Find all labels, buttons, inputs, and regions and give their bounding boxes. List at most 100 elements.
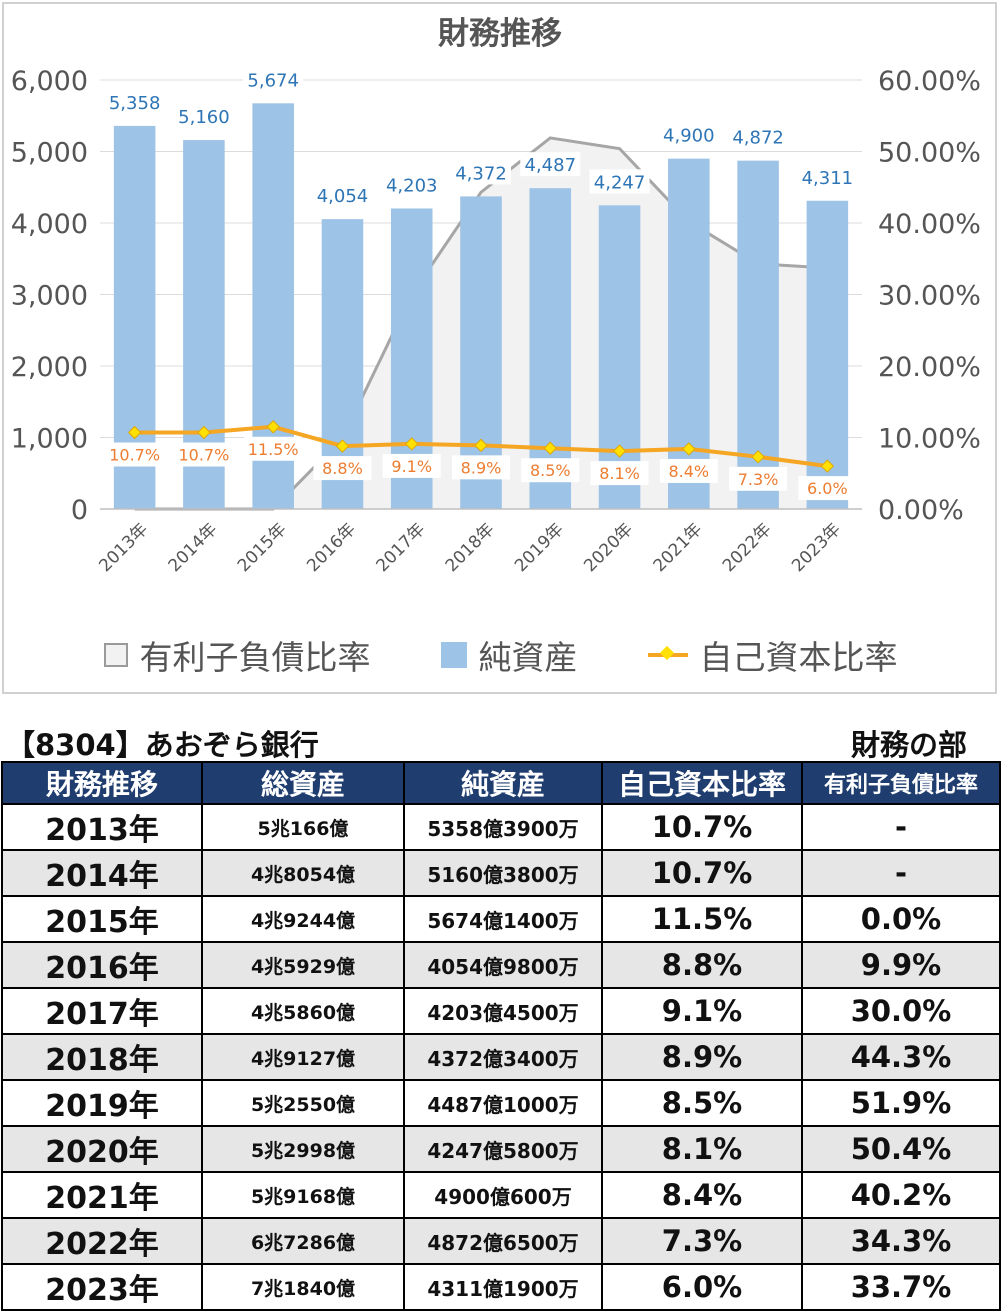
right-tick-label: 40.00% bbox=[878, 209, 981, 240]
line-data-label: 11.5% bbox=[248, 440, 299, 459]
left-tick-label: 4,000 bbox=[11, 209, 88, 240]
cell-year: 2020年 bbox=[1, 1125, 203, 1173]
cell-equity-ratio: 8.8% bbox=[601, 941, 803, 989]
left-tick-label: 2,000 bbox=[11, 352, 88, 383]
cell-equity-ratio: 6.0% bbox=[601, 1263, 803, 1311]
category-label: 2013年 bbox=[95, 519, 152, 576]
table-row: 2021年 5兆9168億 4900億600万 8.4% 40.2% bbox=[1, 1171, 1001, 1219]
line-point bbox=[543, 441, 557, 455]
bar-label-bg bbox=[104, 89, 165, 114]
cell-total-assets: 5兆166億 bbox=[201, 803, 405, 851]
line-label-bg bbox=[452, 455, 510, 480]
cell-debt-ratio: 0.0% bbox=[801, 895, 1001, 943]
cell-total-assets: 6兆7286億 bbox=[201, 1217, 405, 1265]
cell-total-assets: 5兆2998億 bbox=[201, 1125, 405, 1173]
header-equity-ratio: 自己資本比率 bbox=[601, 761, 803, 805]
line-data-label: 9.1% bbox=[391, 457, 432, 476]
table-row: 2020年 5兆2998億 4247億5800万 8.1% 50.4% bbox=[1, 1125, 1001, 1173]
header-debt-ratio: 有利子負債比率 bbox=[801, 761, 1001, 805]
table-row: 2019年 5兆2550億 4487億1000万 8.5% 51.9% bbox=[1, 1079, 1001, 1127]
left-tick-label: 0 bbox=[71, 495, 88, 526]
line-data-label: 8.9% bbox=[461, 458, 502, 477]
cell-equity-ratio: 8.1% bbox=[601, 1125, 803, 1173]
cell-equity-ratio: 8.9% bbox=[601, 1033, 803, 1081]
line-label-bg bbox=[313, 456, 372, 481]
cell-net-assets: 4203億4500万 bbox=[403, 987, 603, 1035]
line-label-bg bbox=[659, 458, 718, 483]
financial-chart: 財務推移 0 1,000 2,000 3,000 4,000 5,000 6,000 0.00%… bbox=[11, 16, 981, 576]
line-label-bg bbox=[798, 476, 857, 501]
line-point bbox=[127, 425, 142, 440]
cell-net-assets: 5674億1400万 bbox=[403, 895, 603, 943]
bar-data-label: 4,247 bbox=[594, 172, 646, 193]
cell-debt-ratio: 30.0% bbox=[801, 987, 1001, 1035]
bar-label-bg bbox=[173, 104, 234, 129]
line-point bbox=[474, 438, 488, 453]
line-label-bg bbox=[105, 442, 164, 467]
legend-swatch-area bbox=[103, 643, 128, 667]
cell-debt-ratio: - bbox=[801, 803, 1001, 851]
bar-data-label: 4,487 bbox=[525, 155, 577, 176]
right-tick-label: 60.00% bbox=[878, 66, 981, 97]
category-label: 2016年 bbox=[303, 519, 360, 576]
line-point bbox=[751, 450, 765, 464]
category-label: 2023年 bbox=[788, 519, 845, 576]
left-tick-label: 5,000 bbox=[11, 138, 88, 169]
bar-data-label: 4,872 bbox=[732, 128, 784, 149]
cell-debt-ratio: 51.9% bbox=[801, 1079, 1001, 1127]
cell-year: 2023年 bbox=[1, 1263, 203, 1311]
cell-total-assets: 4兆9127億 bbox=[201, 1033, 405, 1081]
legend-swatch-bar bbox=[440, 642, 467, 668]
line-point bbox=[335, 439, 350, 453]
cell-equity-ratio: 7.3% bbox=[601, 1217, 803, 1265]
cell-net-assets: 4372億3400万 bbox=[403, 1033, 603, 1081]
cell-debt-ratio: 44.3% bbox=[801, 1033, 1001, 1081]
cell-total-assets: 4兆5860億 bbox=[201, 987, 405, 1035]
cell-debt-ratio: 50.4% bbox=[801, 1125, 1001, 1173]
table-row: 2022年 6兆7286億 4872億6500万 7.3% 34.3% bbox=[1, 1217, 1001, 1265]
bar-data-label: 4,372 bbox=[455, 163, 507, 184]
line-data-label: 8.1% bbox=[599, 464, 640, 483]
line-label-bg bbox=[590, 461, 649, 486]
table-row: 2018年 4兆9127億 4372億3400万 8.9% 44.3% bbox=[1, 1033, 1001, 1081]
cell-year: 2018年 bbox=[1, 1033, 203, 1081]
left-tick-label: 3,000 bbox=[11, 281, 88, 312]
bar-net-assets bbox=[668, 158, 710, 509]
line-label-bg bbox=[521, 458, 580, 483]
bar-data-label: 4,900 bbox=[663, 126, 715, 147]
cell-net-assets: 5160億3800万 bbox=[403, 849, 603, 897]
right-tick-label: 10.00% bbox=[878, 424, 981, 455]
cell-equity-ratio: 8.5% bbox=[601, 1079, 803, 1127]
line-label-bg bbox=[382, 453, 441, 478]
cell-debt-ratio: 40.2% bbox=[801, 1171, 1001, 1219]
line-point bbox=[197, 425, 211, 440]
bar-label-bg bbox=[658, 122, 719, 147]
cell-equity-ratio: 9.1% bbox=[601, 987, 803, 1035]
line-label-bg bbox=[729, 466, 788, 491]
bar-label-bg bbox=[797, 164, 858, 189]
cell-year: 2017年 bbox=[1, 987, 203, 1035]
line-data-label: 8.4% bbox=[668, 462, 709, 481]
header-net-assets: 純資産 bbox=[403, 761, 603, 805]
cell-total-assets: 4兆9244億 bbox=[201, 895, 405, 943]
left-tick-label: 6,000 bbox=[11, 66, 88, 97]
table-row: 2023年 7兆1840億 4311億1900万 6.0% 33.7% bbox=[1, 1263, 1001, 1311]
cell-debt-ratio: 33.7% bbox=[801, 1263, 1001, 1311]
line-data-label: 8.8% bbox=[322, 459, 363, 478]
bar-data-label: 4,203 bbox=[386, 175, 438, 196]
bar-label-bg bbox=[312, 183, 373, 208]
category-label: 2019年 bbox=[511, 519, 568, 576]
table-title-row: 【8304】あおぞら銀行 財務の部 bbox=[0, 722, 1001, 762]
line-data-label: 10.7% bbox=[109, 445, 160, 464]
section-label: 財務の部 bbox=[850, 728, 967, 762]
line-point bbox=[612, 444, 627, 458]
legend-label-net-assets: 純資産 bbox=[478, 638, 578, 677]
cell-net-assets: 5358億3900万 bbox=[403, 803, 603, 851]
bar-data-label: 5,160 bbox=[178, 107, 230, 128]
cell-equity-ratio: 10.7% bbox=[601, 803, 803, 851]
cell-year: 2022年 bbox=[1, 1217, 203, 1265]
line-point bbox=[266, 420, 280, 434]
left-tick-label: 1,000 bbox=[11, 424, 88, 455]
line-point bbox=[820, 459, 835, 473]
line-data-label: 10.7% bbox=[178, 445, 229, 464]
